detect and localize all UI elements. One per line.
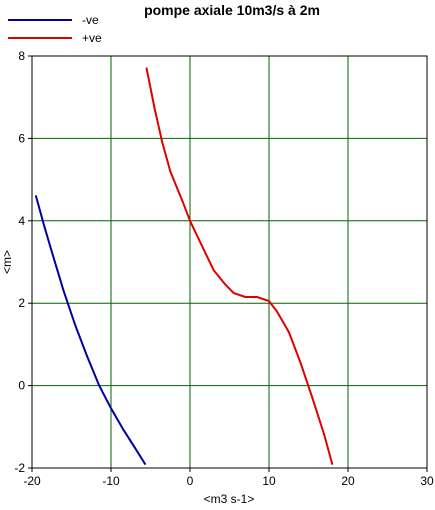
legend: -ve +ve: [8, 13, 102, 45]
x-tick-label: 10: [262, 474, 276, 488]
series-line-neg: [35, 195, 146, 465]
legend-label: -ve: [82, 13, 99, 27]
plot-background: [32, 56, 427, 468]
y-tick-label: 2: [18, 296, 25, 310]
x-tick-label: 30: [420, 474, 434, 488]
y-tick-label: 6: [18, 131, 25, 145]
x-tick-label: 0: [187, 474, 194, 488]
x-axis-label: <m3 s-1>: [204, 492, 255, 506]
chart-title: pompe axiale 10m3/s à 2m: [144, 2, 320, 18]
y-axis-label: <m>: [0, 250, 14, 274]
x-tick-label: -20: [23, 474, 41, 488]
x-tick-label: -10: [102, 474, 120, 488]
legend-label: +ve: [82, 31, 102, 45]
series-line-pos: [145, 67, 334, 465]
y-tick-label: 8: [18, 49, 25, 63]
y-tick-label: 0: [18, 379, 25, 393]
y-tick-label: 4: [18, 214, 25, 228]
y-tick-label: -2: [14, 461, 25, 475]
plot-frame: [31, 55, 428, 469]
x-tick-label: 20: [341, 474, 355, 488]
